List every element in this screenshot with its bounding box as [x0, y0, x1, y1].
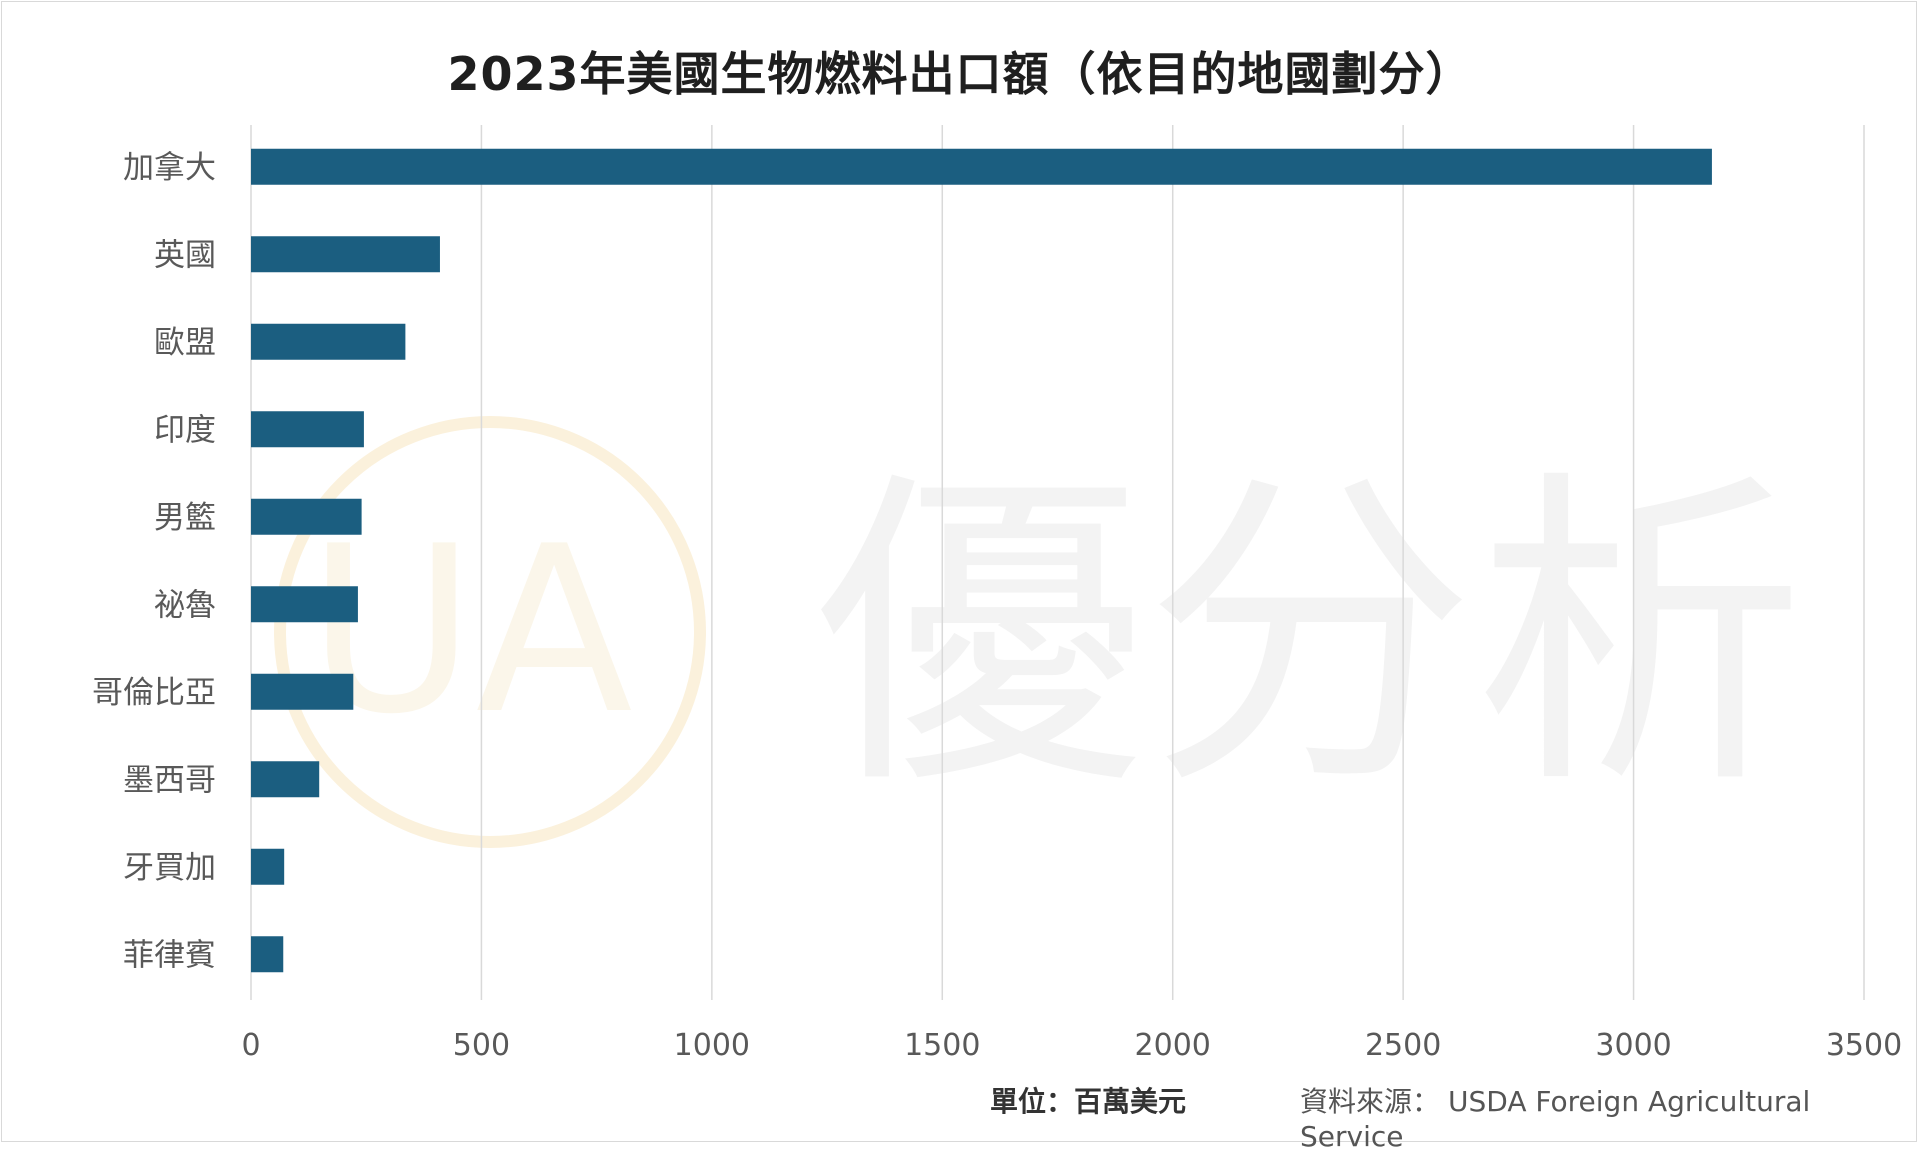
category-label: 印度 — [154, 412, 216, 448]
x-tick-label: 2000 — [1135, 1028, 1211, 1063]
bar — [251, 848, 285, 885]
bar — [251, 323, 406, 360]
category-label: 加拿大 — [123, 150, 216, 186]
category-label: 英國 — [154, 237, 216, 273]
bar — [251, 761, 320, 798]
x-tick-label: 500 — [453, 1028, 510, 1063]
watermark-logo-circle — [274, 416, 706, 848]
bar — [251, 936, 284, 973]
bar — [251, 673, 354, 710]
gridlines — [250, 125, 1865, 1000]
bar — [251, 411, 364, 448]
source-note: 資料來源： USDA Foreign Agricultural Service — [1300, 1080, 1920, 1153]
x-tick-label: 1500 — [904, 1028, 980, 1063]
bar — [251, 148, 1712, 185]
bar — [251, 236, 440, 273]
category-label: 墨西哥 — [123, 762, 216, 798]
category-label: 哥倫比亞 — [92, 675, 216, 711]
category-label: 男籃 — [154, 500, 216, 536]
bar — [251, 586, 358, 623]
watermark-text: 優分析 — [815, 444, 1805, 828]
category-label: 牙買加 — [123, 850, 216, 886]
x-tick-label: 2500 — [1365, 1028, 1441, 1063]
watermark: UA 優分析 — [274, 416, 1805, 848]
x-tick-label: 3500 — [1826, 1028, 1902, 1063]
unit-note: 單位：百萬美元 — [990, 1085, 1187, 1118]
source-label: 資料來源： — [1300, 1085, 1441, 1118]
bar — [251, 498, 362, 535]
category-label: 祕魯 — [154, 587, 216, 623]
watermark-logo-text: UA — [307, 498, 633, 765]
x-tick-label: 1000 — [674, 1028, 750, 1063]
chart-title: 2023年美國生物燃料出口額（依目的地國劃分） — [447, 47, 1473, 101]
x-tick-label: 3000 — [1595, 1028, 1671, 1063]
x-tick-labels: 0 500 1000 1500 2000 2500 3000 3500 — [241, 1028, 1902, 1063]
bars — [251, 148, 1712, 973]
category-label: 歐盟 — [154, 325, 216, 361]
x-tick-label: 0 — [241, 1028, 260, 1063]
category-label: 菲律賓 — [123, 937, 216, 973]
